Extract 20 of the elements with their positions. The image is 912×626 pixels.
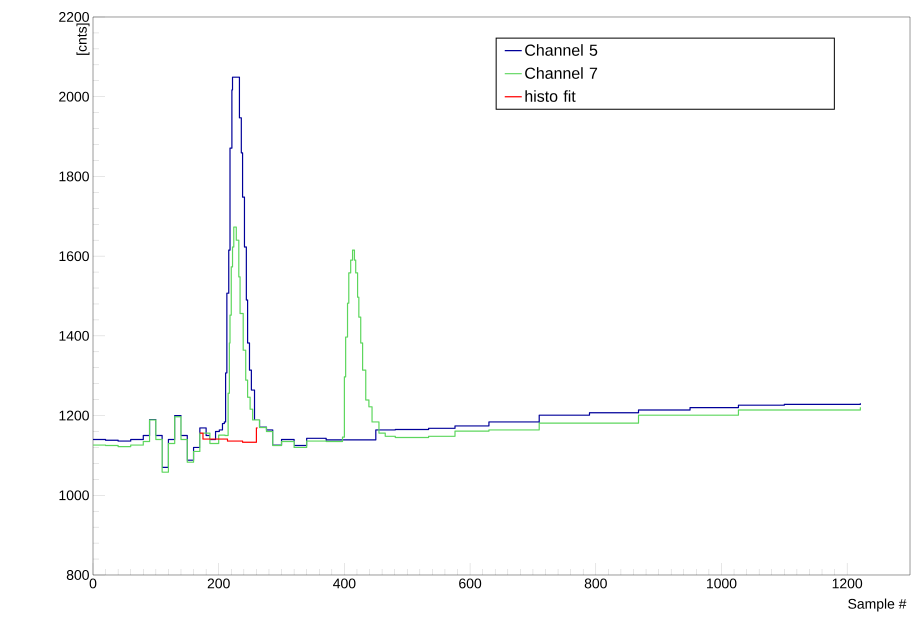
y-tick-label: 2000 [59,92,89,102]
y-tick-label: 1000 [60,490,89,500]
y-tick-label: 1600 [60,251,89,262]
legend-label: Channel 7 [525,67,598,79]
x-tick-label: 400 [333,578,356,588]
y-tick-label: 1200 [60,410,89,421]
x-axis-title: Sample # [848,598,906,612]
x-tick-label: 1200 [832,578,862,588]
x-tick-label: 200 [208,578,230,588]
x-tick-label: 600 [459,578,482,588]
x-tick-label: 0 [90,578,96,588]
legend-label: histo fit [525,90,576,102]
x-tick-label: 800 [584,578,607,588]
legend-label: Channel 5 [525,44,598,56]
y-tick-label: 800 [66,570,89,580]
y-tick-label: 1800 [60,171,89,182]
y-axis-title: [cnts] [76,24,90,55]
x-tick-label: 1000 [707,578,736,588]
y-tick-label: 2200 [59,12,89,22]
y-tick-label: 1400 [60,330,89,341]
